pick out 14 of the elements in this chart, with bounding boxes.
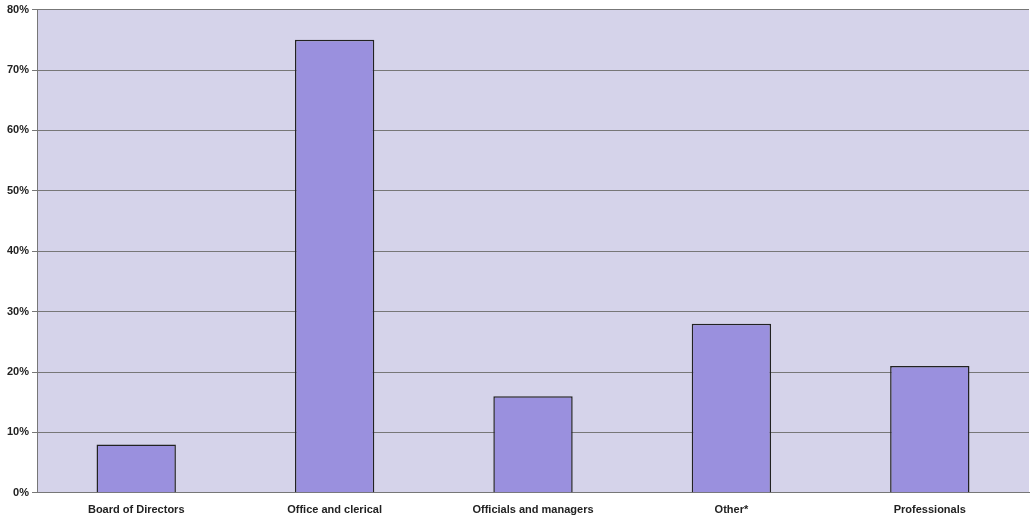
x-tick-label: Other* bbox=[714, 503, 749, 516]
y-tick-label: 50% bbox=[6, 183, 30, 196]
y-tick-label: 60% bbox=[6, 123, 30, 136]
y-tick-label: 70% bbox=[6, 63, 30, 76]
y-tick-label: 80% bbox=[6, 2, 30, 15]
x-tick-label: Board of Directors bbox=[87, 503, 185, 516]
x-tick-label: Officials and managers bbox=[472, 503, 594, 516]
x-tick-label: Office and clerical bbox=[287, 503, 382, 516]
y-tick-label: 0% bbox=[13, 485, 30, 498]
y-tick-label: 20% bbox=[6, 365, 30, 378]
y-tick-label: 30% bbox=[6, 304, 30, 317]
x-tick-label: Professionals bbox=[893, 503, 966, 516]
y-tick-label: 40% bbox=[6, 244, 30, 257]
y-tick-label: 10% bbox=[6, 425, 30, 438]
